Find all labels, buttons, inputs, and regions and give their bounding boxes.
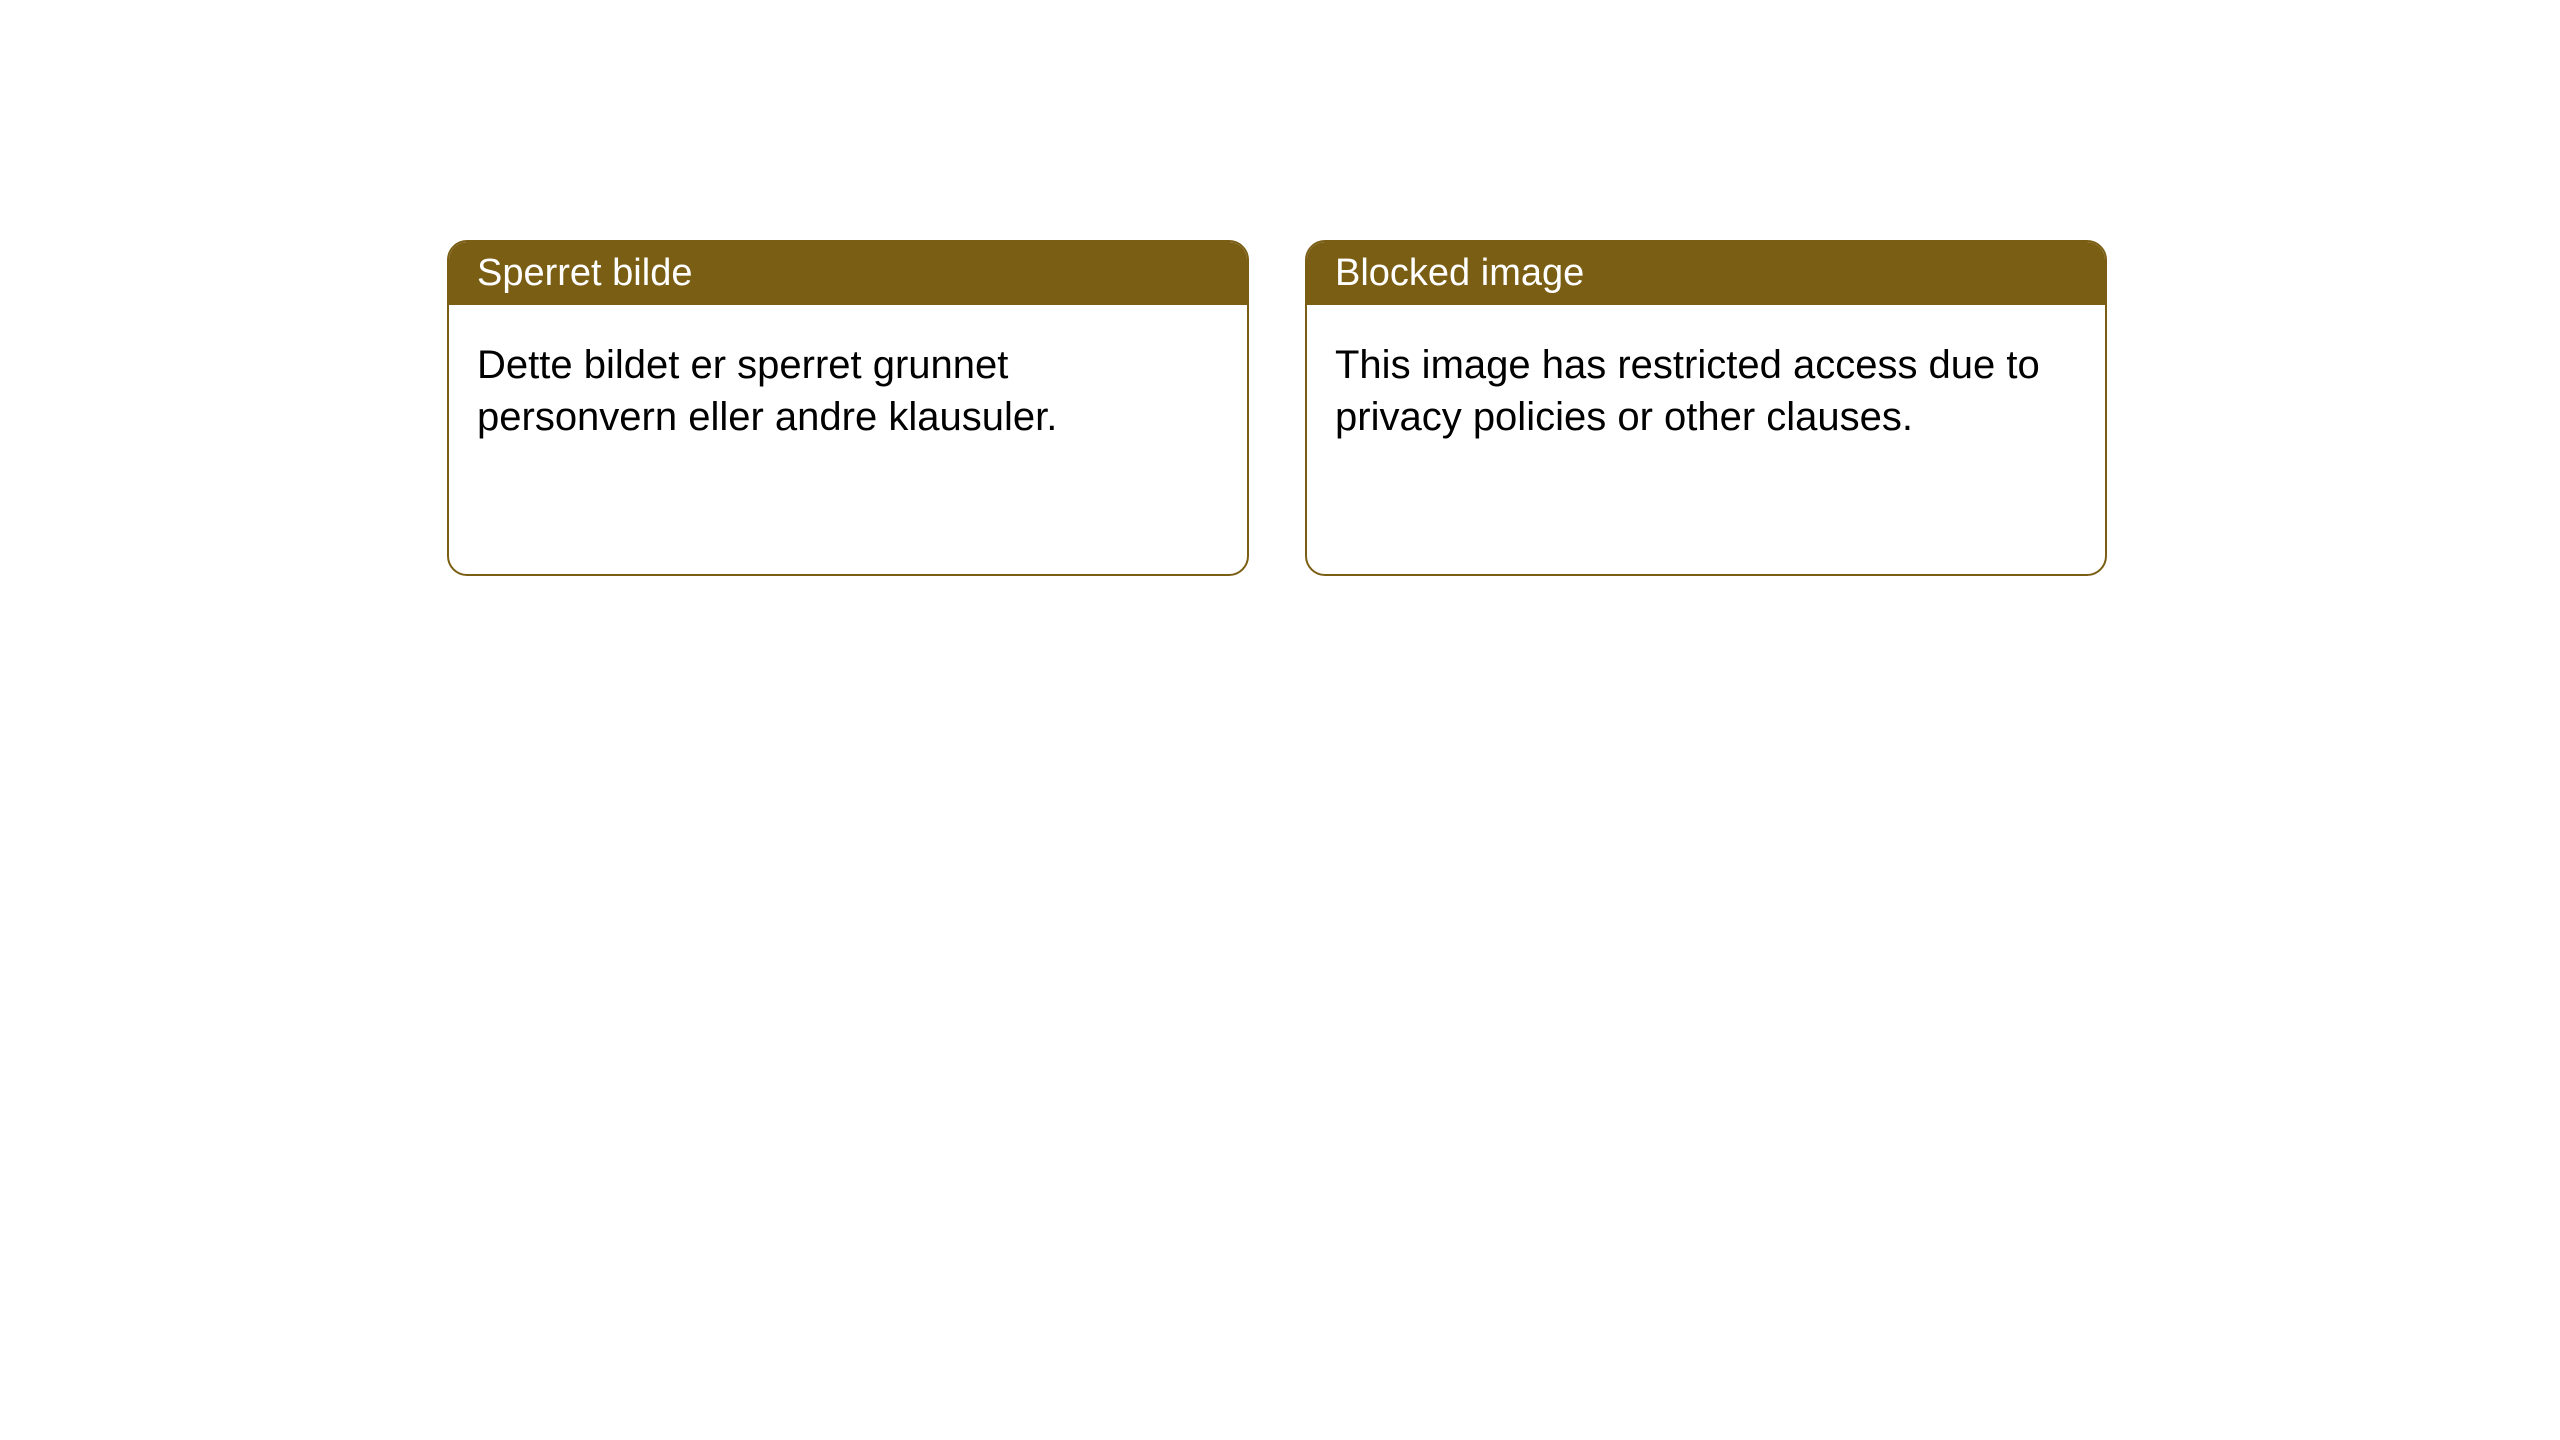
card-body: This image has restricted access due to … bbox=[1307, 305, 2105, 477]
card-body: Dette bildet er sperret grunnet personve… bbox=[449, 305, 1247, 477]
card-header: Sperret bilde bbox=[449, 242, 1247, 305]
blocked-image-card-norwegian: Sperret bilde Dette bildet er sperret gr… bbox=[447, 240, 1249, 576]
card-title: Blocked image bbox=[1335, 252, 1584, 294]
card-body-text: Dette bildet er sperret grunnet personve… bbox=[477, 343, 1057, 439]
card-title: Sperret bilde bbox=[477, 252, 692, 294]
card-body-text: This image has restricted access due to … bbox=[1335, 343, 2040, 439]
card-container: Sperret bilde Dette bildet er sperret gr… bbox=[0, 0, 2560, 576]
blocked-image-card-english: Blocked image This image has restricted … bbox=[1305, 240, 2107, 576]
card-header: Blocked image bbox=[1307, 242, 2105, 305]
